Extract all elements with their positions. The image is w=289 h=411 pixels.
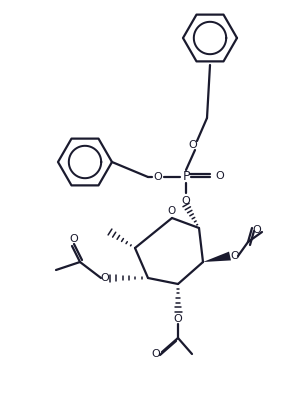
Text: O: O (181, 196, 190, 206)
Text: O: O (101, 273, 109, 283)
Text: P: P (182, 171, 190, 183)
Text: O: O (253, 225, 261, 235)
Text: O: O (231, 251, 239, 261)
Polygon shape (203, 252, 231, 262)
Text: O: O (216, 171, 224, 181)
Text: O: O (152, 349, 160, 359)
Text: O: O (70, 234, 78, 244)
Text: O: O (189, 140, 197, 150)
Text: O: O (154, 172, 162, 182)
Text: O: O (174, 314, 182, 324)
Text: O: O (168, 206, 176, 216)
